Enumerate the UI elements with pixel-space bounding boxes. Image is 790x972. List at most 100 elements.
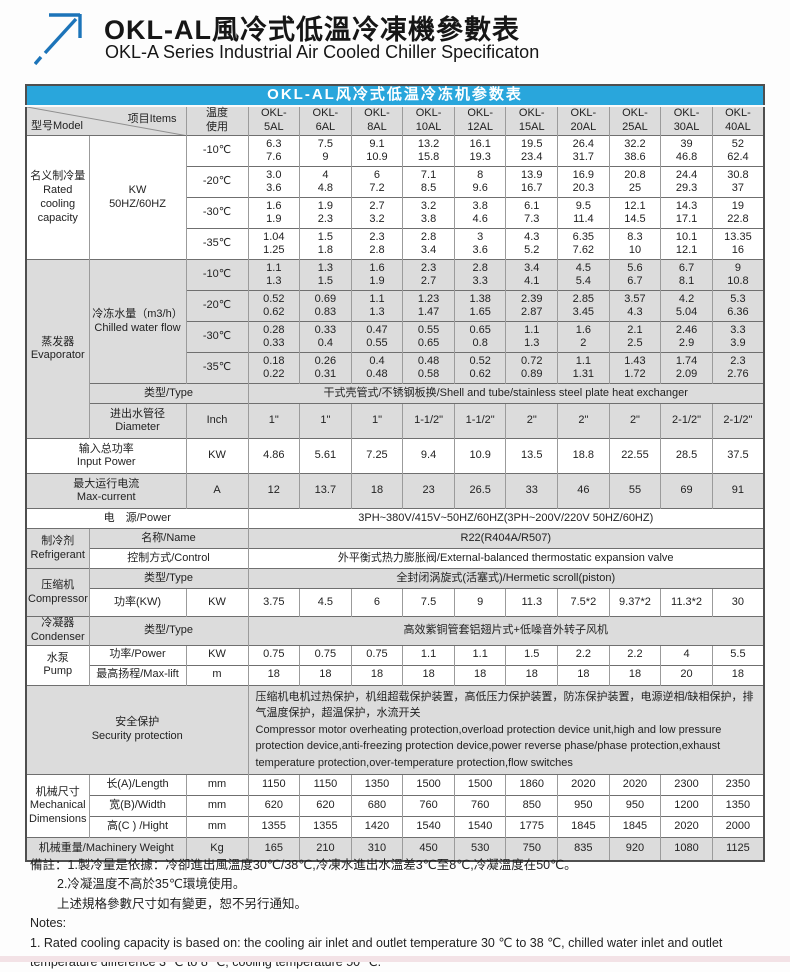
value-cell: 6 [351,589,403,617]
value-cell: 11.3*2 [661,589,713,617]
value-cell: 18 [558,665,610,685]
model-header-cell: OKL- 8AL [351,106,403,136]
footnotes: 備註：1.製冷量是依據：冷卻進出風溫度30℃/38℃,冷凍水進出水溫差3℃至8℃… [30,856,760,972]
value-cell: 13.5 [506,439,558,474]
value-cell: 1420 [351,817,403,838]
value-cell: 6.35 7.62 [558,229,610,260]
section-label: 蒸发器 Evaporator [26,260,89,439]
value-cell: 5.61 [300,439,352,474]
value-cell: 1540 [403,817,455,838]
value-cell: 2.3 2.76 [712,353,764,384]
value-cell: 0.52 0.62 [248,291,300,322]
value-cell: 2.85 3.45 [558,291,610,322]
value-cell: 1860 [506,775,558,796]
value-cell: 高效紫铜管套铝翅片式+低噪音外转子风机 [248,617,764,646]
value-cell: 1.1 1.31 [558,353,610,384]
value-cell: 3.4 4.1 [506,260,558,291]
unit-cell: KW [186,645,248,665]
value-cell: 9.1 10.9 [351,136,403,167]
value-cell: 13.7 [300,474,352,509]
row-label: 控制方式/Control [89,549,248,569]
value-cell: 1150 [248,775,300,796]
value-cell: 18 [351,474,403,509]
value-cell: 2300 [661,775,713,796]
value-cell: 2350 [712,775,764,796]
value-cell: 4.5 [300,589,352,617]
value-cell: 18 [454,665,506,685]
value-cell: 13.2 15.8 [403,136,455,167]
value-cell: 30.8 37 [712,167,764,198]
unit-cell: KW [186,439,248,474]
value-cell: 18 [403,665,455,685]
note-line-en-1: 1. Rated cooling capacity is based on: t… [30,934,760,972]
temp-cell: -35℃ [186,229,248,260]
value-cell: 1.1 1.3 [248,260,300,291]
value-cell: 9 [454,589,506,617]
row-label: 安全保护 Security protection [26,685,248,775]
value-cell: 32.2 38.6 [609,136,661,167]
section-label: 压缩机 Compressor [26,569,89,617]
value-cell: 0.48 0.58 [403,353,455,384]
model-header-cell: OKL- 12AL [454,106,506,136]
value-cell: 6.1 7.3 [506,198,558,229]
value-cell: 12 [248,474,300,509]
value-cell: 46 [558,474,610,509]
value-cell: 1.38 1.65 [454,291,506,322]
value-cell: 2.2 [558,645,610,665]
value-cell: 7.1 8.5 [403,167,455,198]
value-cell: 18 [712,665,764,685]
value-cell: 2.8 3.4 [403,229,455,260]
value-cell: 1500 [403,775,455,796]
value-cell: 9.4 [403,439,455,474]
value-cell: 2.7 3.2 [351,198,403,229]
value-cell: 18 [351,665,403,685]
value-cell: 19.5 23.4 [506,136,558,167]
value-cell: 1350 [712,796,764,817]
value-cell: 2.3 2.7 [403,260,455,291]
value-cell: 16.1 19.3 [454,136,506,167]
row-label: 进出水管径 Diameter [89,404,186,439]
value-cell: 850 [506,796,558,817]
value-cell: 1.1 [454,645,506,665]
value-cell: 2020 [609,775,661,796]
value-cell: 5.3 6.36 [712,291,764,322]
unit-cell: mm [186,817,248,838]
value-cell: R22(R404A/R507) [248,529,764,549]
value-cell: 1.6 1.9 [248,198,300,229]
decorative-strip [0,956,790,962]
value-cell: 760 [403,796,455,817]
value-cell: 28.5 [661,439,713,474]
unit-cell: KW 50HZ/60HZ [89,136,186,260]
value-cell: 1.1 1.3 [351,291,403,322]
value-cell: 8.3 10 [609,229,661,260]
model-axis-label: 型号Model [31,120,83,134]
value-cell: 1-1/2" [403,404,455,439]
value-cell: 3 3.6 [454,229,506,260]
value-cell: 0.65 0.8 [454,322,506,353]
temp-cell: -20℃ [186,291,248,322]
page-title-english: OKL-A Series Industrial Air Cooled Chill… [105,42,539,63]
row-label: 冷冻水量（m3/h） Chilled water flow [89,260,186,384]
row-label: 类型/Type [89,617,248,646]
value-cell: 19 22.8 [712,198,764,229]
temp-cell: -10℃ [186,260,248,291]
value-cell: 0.47 0.55 [351,322,403,353]
value-cell: 1.1 1.3 [506,322,558,353]
items-axis-label: 项目Items [128,113,177,127]
value-cell: 压缩机电机过热保护，机组超载保护装置，高低压力保护装置，防冻保护装置，电源逆相/… [248,685,764,775]
value-cell: 760 [454,796,506,817]
value-cell: 14.3 17.1 [661,198,713,229]
value-cell: 全封闭涡旋式(活塞式)/Hermetic scroll(piston) [248,569,764,589]
value-cell: 13.9 16.7 [506,167,558,198]
